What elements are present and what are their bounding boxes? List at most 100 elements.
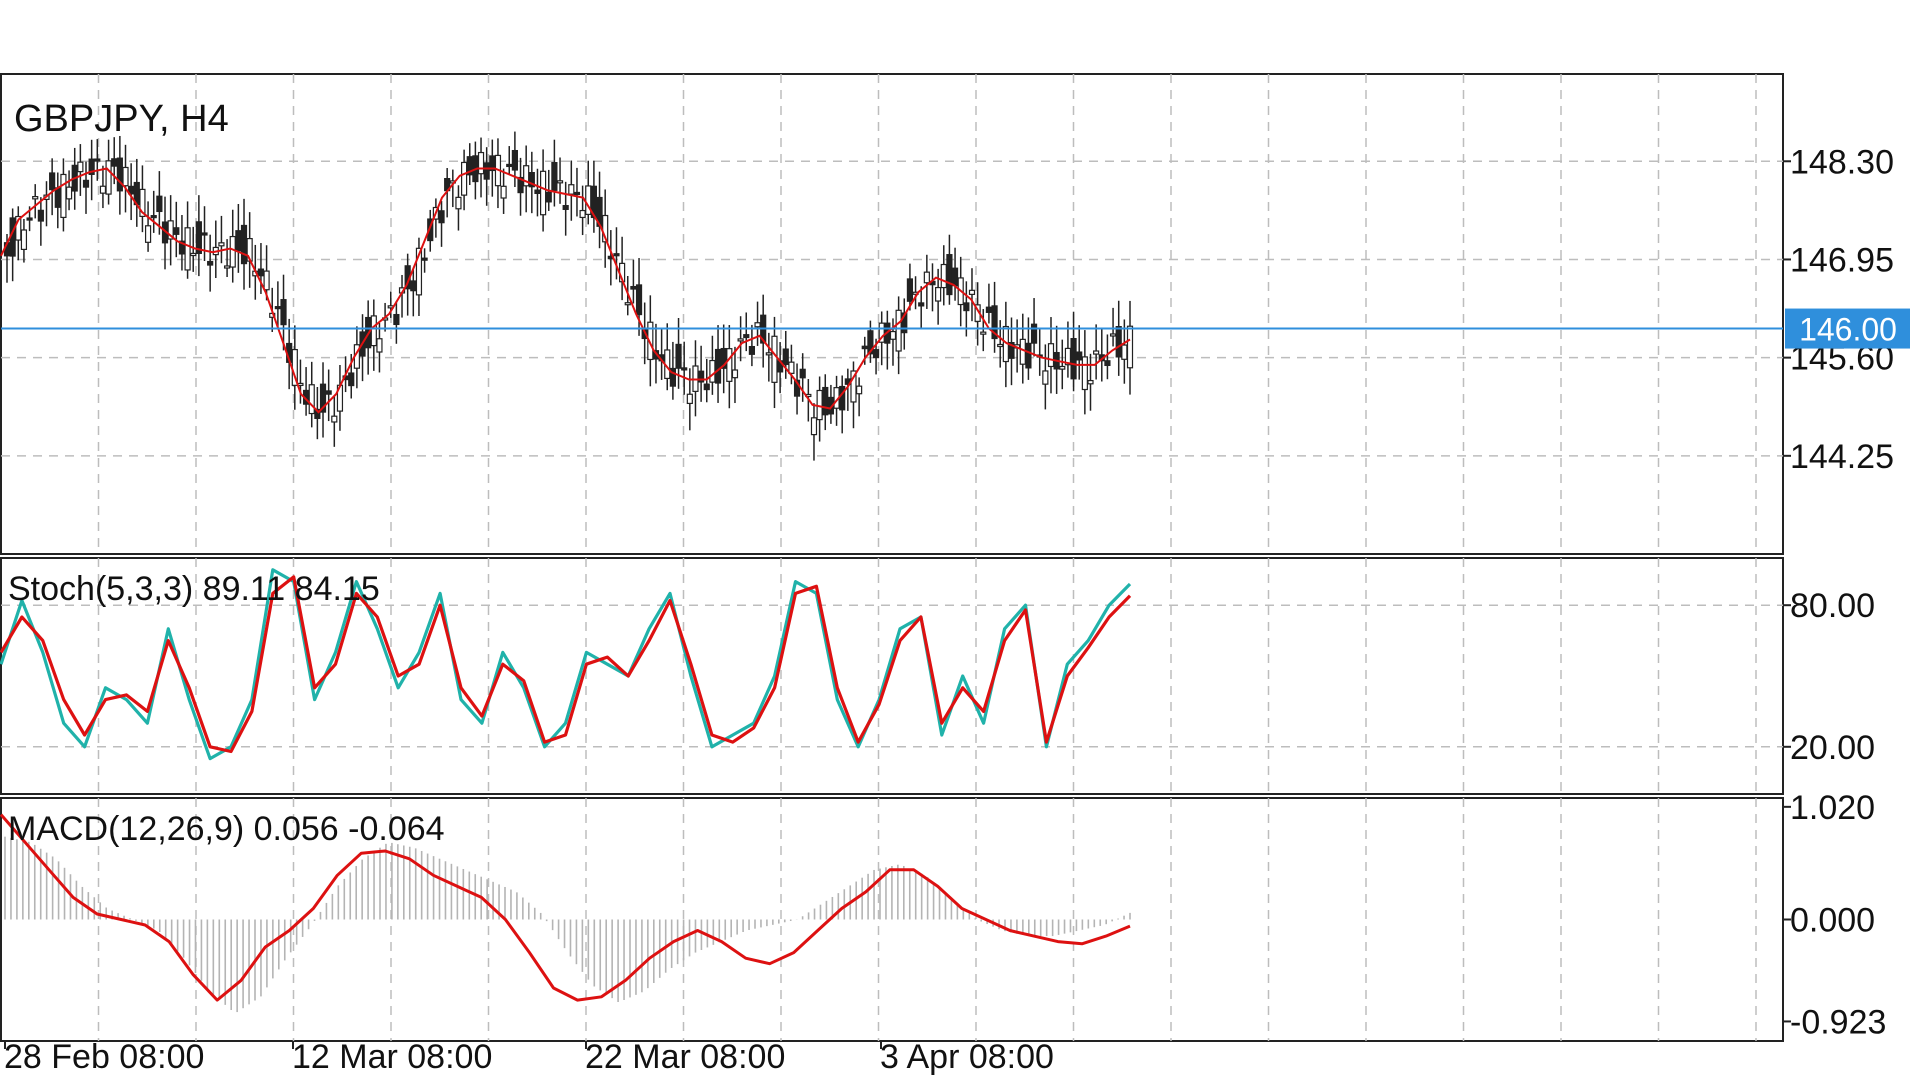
price-y-tick-label: 144.25	[1790, 438, 1894, 476]
candle-body	[647, 321, 654, 361]
candle-body	[556, 180, 564, 184]
candle-body	[630, 285, 637, 290]
candle-body	[602, 214, 609, 243]
macd-signal-line	[0, 813, 1131, 1002]
candle-body	[1025, 342, 1032, 369]
candle-body	[1126, 325, 1134, 369]
candle-body	[511, 149, 518, 171]
candle-body	[906, 278, 914, 302]
candle-body	[477, 151, 485, 175]
candle-body	[1087, 379, 1094, 385]
candle-body	[32, 196, 39, 200]
candle-body	[793, 379, 801, 397]
candle-body	[528, 172, 535, 188]
candle-body	[1115, 326, 1122, 358]
candle-body	[540, 170, 547, 216]
x-tick-label: 28 Feb 08:00	[4, 1038, 204, 1076]
candle-body	[675, 343, 682, 369]
candle-body	[963, 302, 970, 312]
candle-body	[483, 162, 490, 180]
candle-body	[410, 280, 417, 292]
candle-body	[985, 306, 993, 313]
candle-body	[49, 172, 56, 191]
candle-body	[489, 155, 496, 172]
macd-y-tick-label: 1.020	[1790, 789, 1875, 827]
candle-body	[263, 270, 270, 291]
stoch-main-line	[0, 568, 1132, 761]
candle-body	[573, 191, 581, 196]
candle-body	[754, 322, 761, 328]
candle-body	[1121, 344, 1128, 360]
candle-body	[743, 334, 750, 339]
candle-body	[393, 313, 400, 326]
candle-body	[1093, 350, 1100, 355]
candle-body	[940, 263, 947, 289]
candle-body	[325, 390, 332, 395]
candle-body	[799, 368, 806, 379]
candle-body	[274, 306, 281, 310]
candle-body	[551, 162, 558, 191]
candle-body	[1070, 338, 1077, 380]
candle-body	[77, 161, 84, 173]
candle-body	[218, 242, 225, 247]
candle-body	[980, 331, 987, 335]
candle-body	[195, 221, 202, 255]
axis-labels: 148.30146.95145.60144.2580.0020.001.0200…	[4, 143, 1894, 1076]
candle-body	[506, 163, 513, 168]
candle-body	[946, 254, 953, 296]
candle-body	[703, 383, 710, 391]
candle-body	[99, 185, 107, 194]
candle-body	[257, 268, 265, 277]
stoch-signal-line	[0, 575, 1132, 754]
candle-body	[562, 205, 569, 210]
candle-body	[156, 195, 163, 213]
candle-body	[82, 179, 90, 188]
stoch-title: Stoch(5,3,3) 89.11 84.15	[8, 570, 380, 608]
candle-body	[901, 312, 908, 334]
candle-body	[782, 348, 789, 365]
candle-body	[376, 338, 383, 353]
candle-body	[150, 215, 157, 219]
candle-body	[1030, 323, 1038, 344]
candle-body	[37, 209, 44, 222]
candle-body	[878, 322, 885, 343]
candle-body	[1081, 356, 1088, 391]
stoch-y-tick-label: 20.00	[1790, 729, 1875, 767]
candle-body	[461, 161, 468, 196]
candle-body	[822, 386, 829, 416]
candle-body	[331, 415, 338, 423]
candle-body	[190, 252, 197, 257]
candle-body	[771, 335, 778, 383]
moving-average-line	[0, 167, 1131, 414]
candle-body	[60, 173, 67, 219]
candle-body	[26, 217, 33, 221]
candle-body	[128, 185, 135, 195]
candle-body	[951, 267, 959, 287]
candle-body	[726, 348, 733, 382]
candle-body	[65, 186, 73, 200]
macd-y-tick-label: -0.923	[1790, 1003, 1886, 1041]
candle-body	[421, 257, 428, 261]
candle-body	[1047, 343, 1055, 368]
candle-body	[523, 165, 530, 187]
price-panel[interactable]	[0, 73, 1784, 555]
candle-body	[235, 230, 242, 252]
candle-body	[737, 338, 744, 342]
candle-body	[918, 302, 925, 307]
candle-body	[116, 157, 123, 192]
candle-body	[122, 166, 129, 187]
candle-body	[229, 235, 236, 268]
candle-body	[348, 372, 355, 387]
candle-body	[415, 247, 423, 296]
candle-body	[788, 361, 795, 374]
candle-body	[178, 240, 186, 255]
candle-body	[681, 367, 688, 371]
candle-body	[534, 189, 541, 195]
x-tick-label: 12 Mar 08:00	[292, 1038, 492, 1076]
candle-body	[1008, 342, 1015, 359]
candle-body	[1109, 333, 1117, 337]
candle-body	[698, 370, 705, 383]
candle-body	[314, 408, 321, 419]
candle-body	[1104, 360, 1111, 367]
